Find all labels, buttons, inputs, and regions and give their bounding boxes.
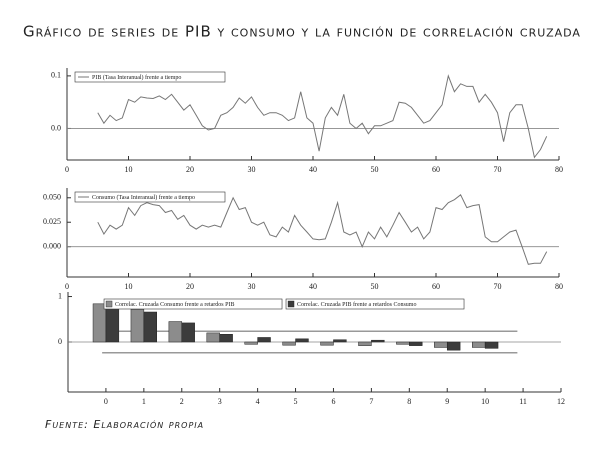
- x-tick-label: 70: [494, 165, 502, 174]
- bar: [244, 341, 258, 345]
- legend-swatch: [287, 300, 295, 308]
- y-tick-label: 0.050: [43, 193, 61, 202]
- y-tick-label: 1: [58, 291, 62, 300]
- y-tick-label: 0.0: [51, 123, 61, 132]
- x-tick-label: 50: [371, 165, 379, 174]
- x-tick-label: 0: [65, 165, 69, 174]
- bar: [320, 341, 334, 346]
- legend-label: Consumo (Tasa Interanual) frente a tiemp…: [92, 194, 195, 201]
- x-tick-label: 9: [445, 397, 449, 406]
- x-tick-label: 10: [125, 282, 133, 291]
- bar: [219, 334, 233, 343]
- y-tick-label: 0.1: [51, 71, 61, 80]
- legend-swatch: [105, 300, 113, 308]
- y-tick-label: 0: [58, 337, 62, 346]
- legend-label: PIB (Tasa Interanual) frente a tiempo: [92, 74, 181, 81]
- bar: [358, 341, 372, 346]
- x-tick-label: 80: [555, 165, 563, 174]
- x-tick-label: 3: [218, 397, 222, 406]
- legend: Consumo (Tasa Interanual) frente a tiemp…: [74, 191, 226, 203]
- bar: [446, 341, 461, 351]
- bar: [472, 341, 486, 348]
- panel: 0 10 20 30 40 50 60 70 80 0.1 0.0 PIB (Tasa Interan…: [51, 68, 563, 174]
- legend-box: [285, 298, 465, 310]
- x-tick-label: 0: [65, 282, 69, 291]
- bar: [333, 339, 347, 343]
- x-tick-label: 20: [186, 282, 194, 291]
- source-note: Fuente: Elaboración propia: [45, 418, 204, 431]
- x-tick-label: 0: [104, 397, 108, 406]
- bar: [295, 338, 309, 343]
- x-tick-label: 4: [256, 397, 260, 406]
- series-line: [97, 74, 548, 159]
- x-tick-label: 70: [494, 282, 502, 291]
- x-tick-label: 20: [186, 165, 194, 174]
- bar: [371, 339, 385, 343]
- x-tick-label: 10: [481, 397, 489, 406]
- legend: PIB (Tasa Interanual) frente a tiempo: [74, 71, 226, 83]
- legend-box: [74, 191, 226, 203]
- x-tick-label: 40: [309, 165, 317, 174]
- x-tick-label: 50: [371, 282, 379, 291]
- x-tick-label: 2: [180, 397, 184, 406]
- bar: [282, 341, 296, 346]
- x-tick-label: 60: [432, 165, 440, 174]
- x-tick-label: 10: [125, 165, 133, 174]
- legend-box: [74, 71, 226, 83]
- bar: [396, 341, 410, 345]
- bar: [105, 304, 120, 343]
- bar: [181, 322, 195, 343]
- x-tick-label: 6: [331, 397, 335, 406]
- bar: [484, 341, 499, 349]
- bar: [143, 311, 157, 343]
- bar: [409, 341, 423, 346]
- x-tick-label: 8: [407, 397, 411, 406]
- x-tick-label: 40: [309, 282, 317, 291]
- bar: [434, 341, 448, 348]
- bar: [92, 303, 107, 343]
- y-tick-label: 0.000: [43, 242, 61, 251]
- legend-box: [103, 298, 283, 310]
- x-tick-label: 5: [294, 397, 298, 406]
- x-tick-label: 30: [248, 282, 256, 291]
- y-tick-label: 0.025: [43, 217, 61, 226]
- panel: 0 10 20 30 40 50 60 70 80 0.050 0.025 0.000 Consumo …: [43, 188, 563, 291]
- series-line: [97, 194, 548, 265]
- x-tick-label: 1: [142, 397, 146, 406]
- bar: [206, 332, 220, 343]
- x-tick-label: 80: [555, 282, 563, 291]
- x-tick-label: 11: [519, 397, 527, 406]
- page-title: Gráfico de series de PIB y consumo y la …: [23, 23, 581, 41]
- legend-label: Correlac. Cruzada PIB frente a retardos …: [297, 301, 416, 308]
- x-tick-label: 7: [369, 397, 373, 406]
- bar: [168, 321, 183, 343]
- x-tick-label: 12: [557, 397, 565, 406]
- x-tick-label: 30: [248, 165, 256, 174]
- legend-label: Correlac. Cruzada Consumo frente a retar…: [115, 301, 234, 308]
- x-tick-label: 60: [432, 282, 440, 291]
- legend: Correlac. Cruzada Consumo frente a retar…: [103, 298, 465, 310]
- bar: [130, 309, 145, 343]
- bar: [257, 337, 271, 343]
